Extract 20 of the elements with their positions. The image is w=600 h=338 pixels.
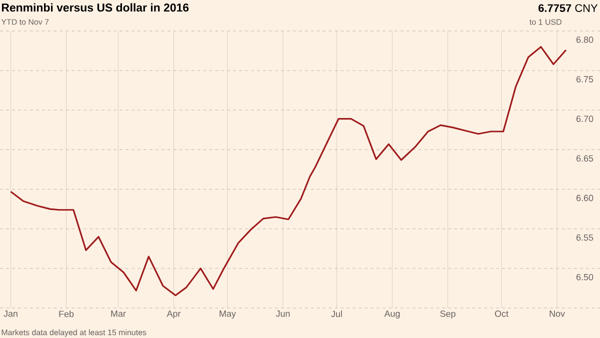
text: 6.7757 CNY [538, 4, 598, 12]
x-tick-label: Jun [276, 310, 290, 317]
x-tick-label: Jul [331, 310, 342, 318]
y-tick-label: 6.55 [576, 234, 594, 241]
x-tick-label: Apr [166, 310, 181, 319]
x-tick-label: Nov [550, 310, 565, 317]
y-tick-label: 6.50 [576, 274, 594, 280]
y-tick-label: 6.65 [576, 155, 594, 162]
x-tick-label: Sep [440, 310, 456, 319]
y-tick-label: 6.60 [576, 194, 594, 202]
x-tick-label: Jan [4, 310, 18, 317]
y-tick-label: 6.70 [576, 116, 594, 122]
chart-title: Renminbi versus US dollar in 2016 [2, 3, 189, 12]
y-tick-label: 6.80 [576, 36, 594, 43]
x-tick-label: Mar [111, 310, 126, 317]
x-tick-label: May [220, 310, 236, 319]
x-tick-label: Oct [494, 310, 508, 317]
y-tick-label: 6.75 [576, 76, 594, 82]
x-tick-label: Aug [384, 310, 400, 319]
x-tick-label: Feb [59, 310, 74, 318]
